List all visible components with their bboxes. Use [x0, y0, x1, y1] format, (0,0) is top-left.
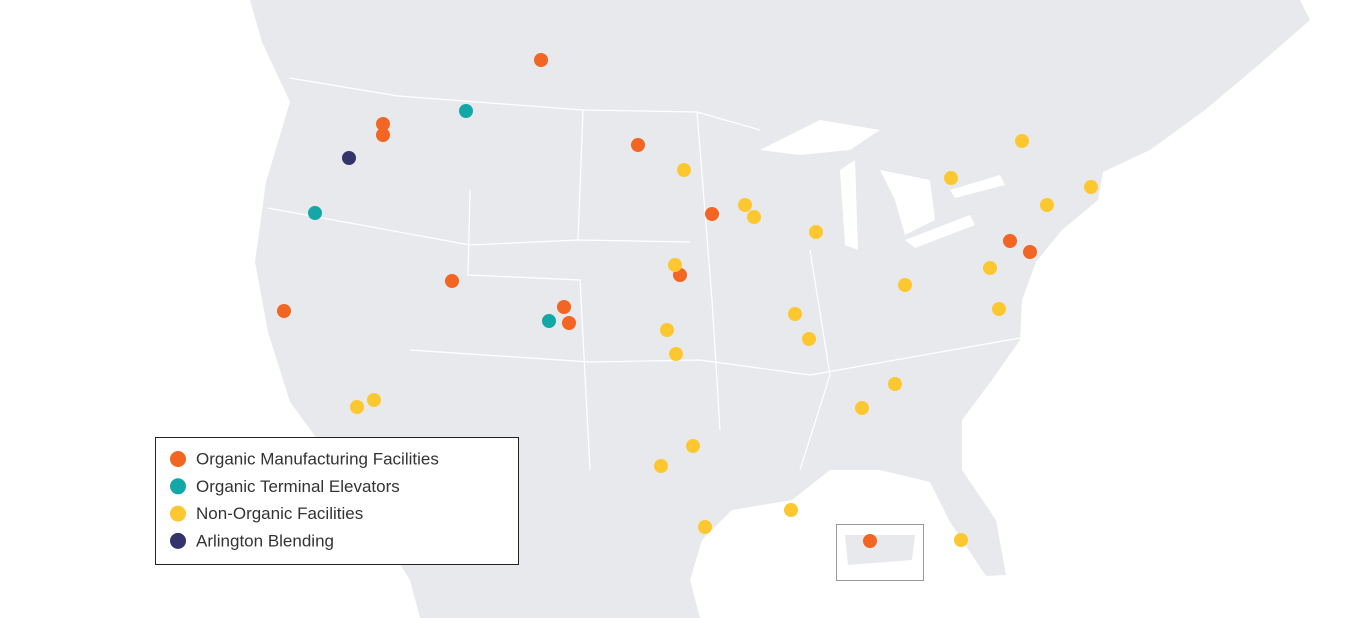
borders [267, 77, 1021, 471]
facility-marker [534, 53, 548, 67]
facility-marker [367, 393, 381, 407]
facility-marker [669, 347, 683, 361]
facility-marker [445, 274, 459, 288]
facility-marker [1023, 245, 1037, 259]
facility-marker [705, 207, 719, 221]
border [577, 109, 721, 431]
facility-marker [944, 171, 958, 185]
facility-marker [677, 163, 691, 177]
legend-label: Organic Terminal Elevators [196, 477, 400, 496]
facility-marker [654, 459, 668, 473]
facility-marker [562, 316, 576, 330]
facility-marker [631, 138, 645, 152]
facility-marker [1003, 234, 1017, 248]
lakes [760, 120, 1005, 250]
facility-marker [1015, 134, 1029, 148]
facility-marker [668, 258, 682, 272]
facility-marker [898, 278, 912, 292]
facility-marker [954, 533, 968, 547]
legend-swatch [170, 505, 186, 522]
inset-land [845, 535, 915, 565]
legend: Organic Manufacturing Facilities Organic … [170, 449, 439, 550]
facility-marker [376, 117, 390, 131]
facility-marker [1040, 198, 1054, 212]
facility-marker [1084, 180, 1098, 194]
facility-marker [992, 302, 1006, 316]
facility-marker [888, 377, 902, 391]
facility-marker [350, 400, 364, 414]
facility-marker [784, 503, 798, 517]
lake [840, 160, 858, 250]
legend-label: Non-Organic Facilities [196, 504, 363, 523]
facility-marker [376, 128, 390, 142]
facility-marker [809, 225, 823, 239]
border [467, 189, 591, 471]
facility-marker [747, 210, 761, 224]
facility-marker [342, 151, 356, 165]
facility-marker [788, 307, 802, 321]
facility-marker [802, 332, 816, 346]
lake [905, 215, 975, 248]
lake [950, 175, 1005, 198]
lake [880, 170, 935, 235]
facility-marker [686, 439, 700, 453]
border [409, 337, 1021, 376]
legend-swatch [170, 532, 186, 549]
lake [760, 120, 880, 155]
border [799, 249, 831, 471]
facility-marker [863, 534, 877, 548]
facility-marker [738, 198, 752, 212]
legend-swatch [170, 451, 186, 467]
border [267, 207, 691, 246]
facility-marker [459, 104, 473, 118]
legend-box [155, 437, 519, 565]
legend-label: Organic Manufacturing Facilities [196, 449, 439, 468]
facility-marker [698, 520, 712, 534]
facility-marker [277, 304, 291, 318]
legend-label: Arlington Blending [196, 531, 334, 550]
facility-marker [983, 261, 997, 275]
facility-marker [660, 323, 674, 337]
markers [277, 53, 1098, 548]
facility-marker [557, 300, 571, 314]
legend-swatch [170, 478, 186, 495]
facility-marker [855, 401, 869, 415]
facility-marker [542, 314, 556, 328]
facility-marker [308, 206, 322, 220]
